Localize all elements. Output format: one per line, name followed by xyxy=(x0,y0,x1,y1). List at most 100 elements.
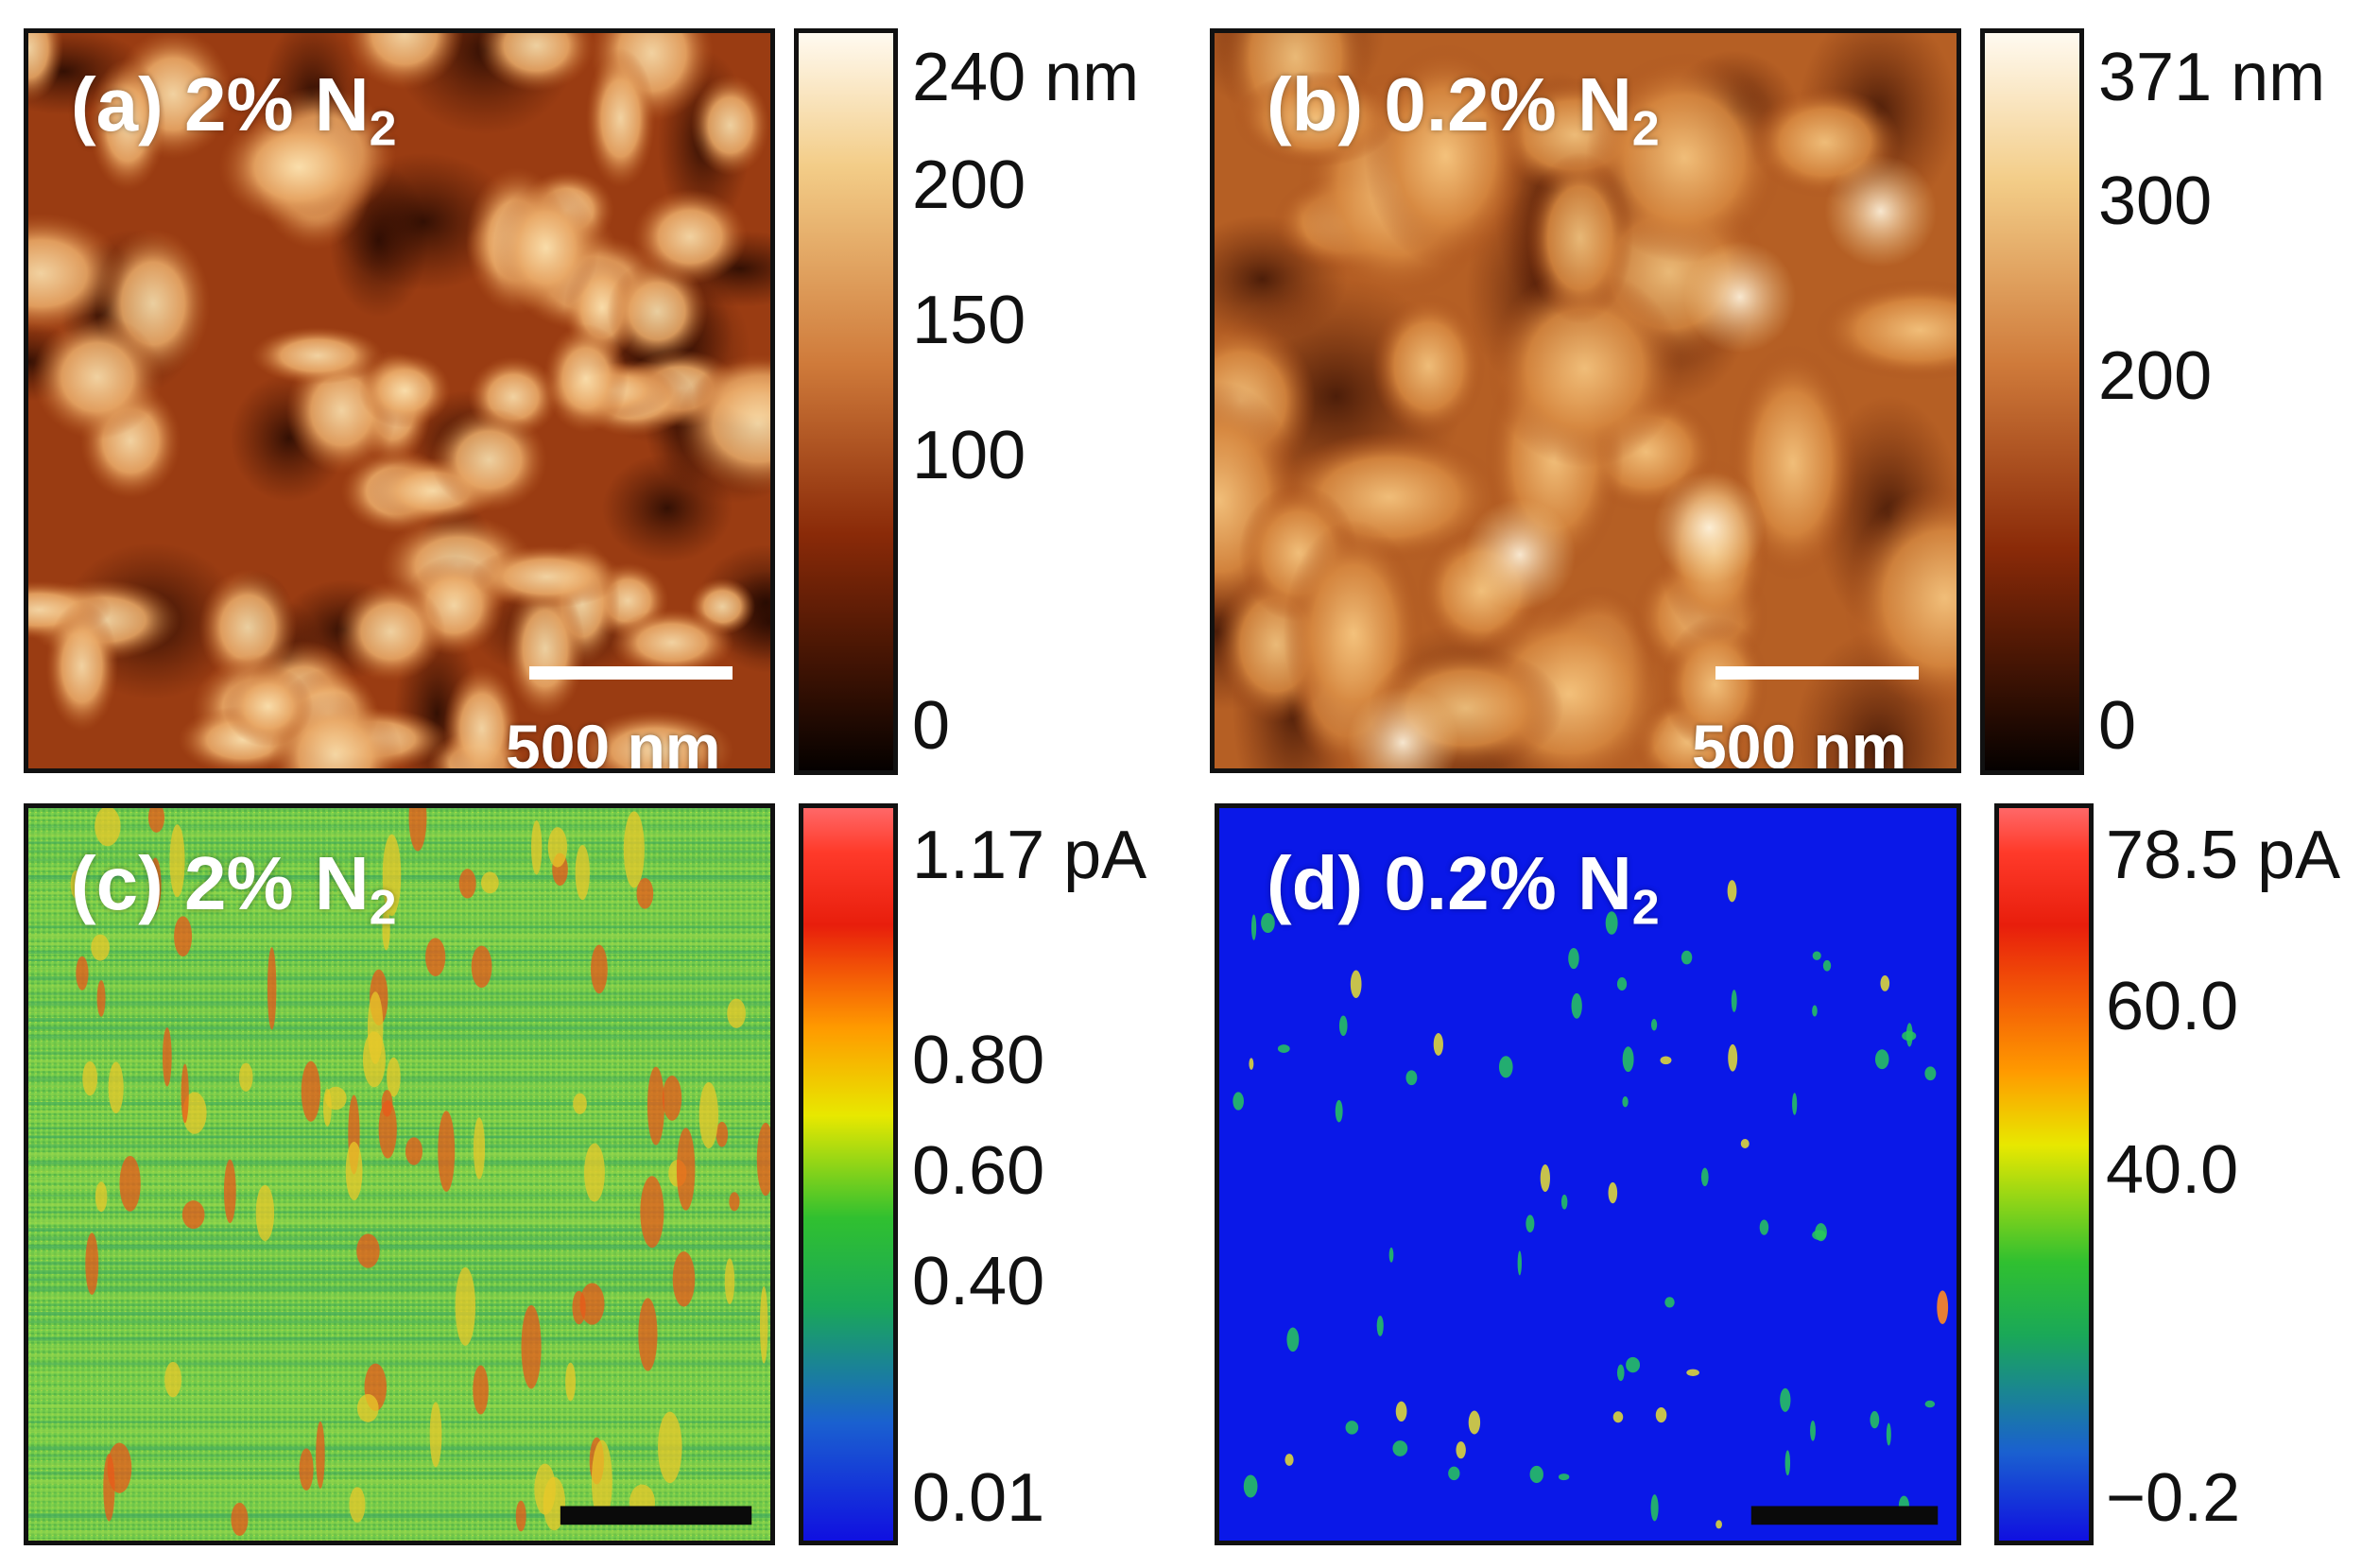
current-spot xyxy=(1810,1420,1816,1441)
current-spot xyxy=(382,908,390,951)
scan-line xyxy=(28,934,770,939)
surface-grain xyxy=(1364,43,1527,268)
scan-line xyxy=(28,984,770,990)
current-spot xyxy=(164,1361,181,1398)
surface-grain xyxy=(28,213,125,334)
gas-symbol: N xyxy=(1577,62,1632,146)
scan-line xyxy=(28,1429,770,1434)
scan-line xyxy=(28,1345,770,1351)
colorbar-tick-label: 0 xyxy=(2098,688,2137,764)
current-spot xyxy=(1655,1407,1667,1423)
current-spot xyxy=(1728,1043,1738,1072)
colorbar-d xyxy=(1994,803,2094,1545)
current-spot xyxy=(1335,1099,1343,1123)
current-spot xyxy=(381,1090,393,1117)
scan-line xyxy=(28,1295,770,1300)
current-spot xyxy=(676,1128,696,1211)
current-spot xyxy=(103,1454,115,1522)
panel-tag: (a) xyxy=(71,62,164,146)
scan-line xyxy=(28,833,770,837)
current-map-c: (c) 2% N2 xyxy=(24,803,775,1545)
current-spot xyxy=(345,1141,363,1200)
current-spot xyxy=(727,998,746,1028)
current-spot xyxy=(1345,1421,1359,1435)
colorbar-tick-label: 0.80 xyxy=(912,1022,1045,1098)
current-spot xyxy=(591,944,608,994)
current-spot xyxy=(759,1285,768,1364)
scan-line xyxy=(28,967,770,972)
current-spot xyxy=(636,877,654,909)
surface-grain xyxy=(585,48,656,189)
current-spot xyxy=(1233,1092,1244,1111)
scan-line xyxy=(28,1404,770,1408)
current-spot xyxy=(1395,1401,1407,1422)
current-spot xyxy=(646,1066,665,1146)
nitrogen-percent: 0.2% xyxy=(1384,841,1557,925)
current-spot xyxy=(1526,1215,1535,1232)
scan-line xyxy=(28,1387,770,1390)
scale-bar xyxy=(1750,1506,1939,1525)
surface-grain xyxy=(632,189,748,285)
current-spot xyxy=(1937,1290,1949,1324)
current-spot xyxy=(378,1100,397,1159)
scan-line xyxy=(28,1479,770,1484)
scan-line xyxy=(28,1211,770,1214)
current-spot xyxy=(108,1061,124,1113)
bright-grain xyxy=(1683,240,1797,353)
current-spot xyxy=(149,857,162,912)
colorbar-a xyxy=(794,28,898,775)
current-spot xyxy=(238,1062,253,1092)
scan-line xyxy=(28,1127,770,1129)
current-spot xyxy=(169,824,185,898)
current-spot xyxy=(147,808,165,833)
current-spot xyxy=(1608,1181,1618,1204)
current-spot xyxy=(579,1283,605,1325)
bright-grain xyxy=(1824,155,1937,267)
current-spot xyxy=(1812,951,1821,960)
surface-grain xyxy=(1843,485,1957,712)
scan-line xyxy=(28,1228,770,1232)
current-spot xyxy=(367,991,384,1064)
current-spot xyxy=(657,1411,682,1484)
scan-line xyxy=(28,1252,770,1257)
scan-line xyxy=(28,1530,770,1535)
current-spot xyxy=(1650,1019,1658,1031)
current-spot xyxy=(1456,1441,1466,1459)
scan-line xyxy=(28,1161,770,1165)
panel-label-b: (b) 0.2% N2 xyxy=(1267,67,1660,154)
surface-grain xyxy=(493,182,599,313)
current-spot xyxy=(575,844,590,901)
current-spot xyxy=(405,1137,422,1165)
current-spot xyxy=(356,1393,379,1422)
scan-line xyxy=(28,1144,770,1148)
current-spot xyxy=(85,1232,99,1295)
current-spot xyxy=(715,1121,729,1147)
current-spot xyxy=(1812,1005,1818,1017)
current-spot xyxy=(95,1181,108,1213)
scale-bar-label: 500 nm xyxy=(506,712,721,773)
scan-line xyxy=(28,1446,770,1450)
nitrogen-percent: 2% xyxy=(184,62,294,146)
surface-grain xyxy=(1487,269,1682,468)
current-spot xyxy=(1376,1315,1384,1336)
scan-line xyxy=(28,1320,770,1324)
bright-grain xyxy=(1653,472,1766,584)
surface-grain xyxy=(430,407,547,512)
current-spot xyxy=(1558,1473,1570,1481)
surface-grain xyxy=(28,33,64,103)
scan-line xyxy=(28,1438,770,1443)
panel-label-d: (d) 0.2% N2 xyxy=(1267,846,1660,933)
current-spot xyxy=(1568,947,1579,970)
current-spot xyxy=(1622,1046,1634,1073)
scan-line xyxy=(28,1101,770,1105)
current-spot xyxy=(301,1060,321,1122)
scan-line xyxy=(28,1370,770,1373)
scan-line xyxy=(28,1236,770,1240)
current-spot xyxy=(1715,1520,1722,1529)
panel-tag: (b) xyxy=(1267,62,1364,146)
current-spot xyxy=(1870,1411,1880,1429)
current-spot xyxy=(1616,977,1628,991)
current-spot xyxy=(70,870,82,899)
afm-map-a: (a) 2% N2 500 nm xyxy=(24,28,775,773)
current-spot xyxy=(96,980,106,1017)
